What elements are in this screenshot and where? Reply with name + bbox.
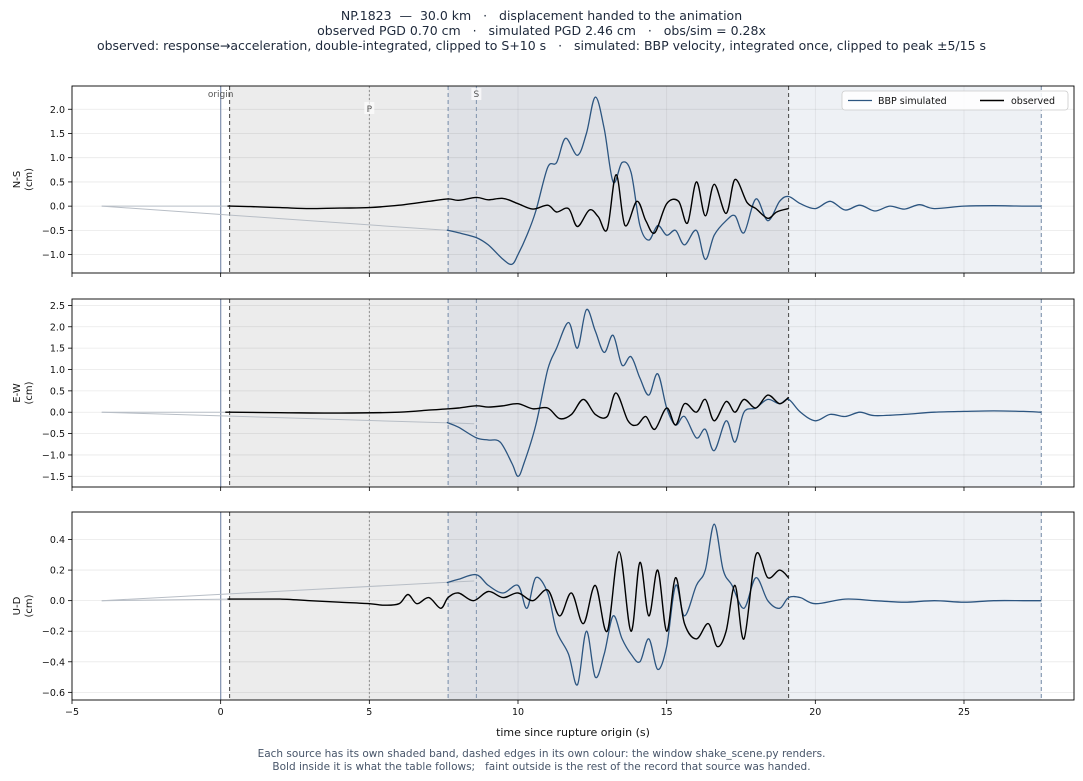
y-tick-label: 1.0 [50, 365, 65, 376]
p-marker-label-bg [364, 102, 375, 114]
y-tick-label: 0.0 [50, 202, 65, 213]
y-tick-label: 0.5 [50, 386, 65, 397]
y-tick-label: 2.0 [50, 105, 65, 116]
simulated-trace-faint [101, 580, 475, 602]
observed-trace [227, 550, 790, 648]
panel-2: −0.6 −0.4 −0.2 0.0 0.2 0.4 U-D(cm) −5 0 5 10 15 20 25… [12, 511, 1075, 739]
y-axis-label: E-W(cm) [12, 381, 35, 404]
x-tick-label: 20 [809, 707, 821, 718]
observed-trace [225, 392, 790, 431]
y-tick-label: −1.0 [42, 250, 65, 261]
y-axis-label-line: (cm) [24, 381, 35, 404]
observed-trace [227, 173, 789, 234]
y-tick-label: −1.5 [42, 472, 65, 483]
observed-window-band [229, 86, 449, 273]
y-tick-label: −0.5 [42, 429, 65, 440]
simulated-window-band [788, 512, 1042, 700]
x-tick-label: −5 [65, 707, 79, 718]
y-tick-label: −0.5 [42, 226, 65, 237]
y-axis-label-line: N-S [12, 171, 23, 188]
panel-1: −1.5 −1.0 −0.5 0.0 0.5 1.0 1.5 2.0 2.5 E-W(cm) [12, 298, 1075, 491]
y-tick-label: 1.0 [50, 153, 65, 164]
y-tick-label: 0.4 [50, 535, 65, 546]
origin-marker-label: origin [208, 90, 234, 100]
y-axis-label-line: U-D [12, 596, 23, 615]
y-tick-label: 0.2 [50, 566, 65, 577]
legend-label-observed: observed [1011, 96, 1055, 107]
y-tick-label: −0.4 [42, 657, 65, 668]
simulated-trace [446, 96, 1042, 266]
y-tick-label: 2.0 [50, 322, 65, 333]
y-tick-label: −0.6 [42, 688, 65, 699]
simulated-trace-faint [101, 205, 475, 233]
observed-window-band [229, 512, 449, 700]
observed-window-band [229, 299, 449, 487]
title-line-2: observed PGD 0.70 cm · simulated PGD 2.4… [317, 23, 766, 38]
panel-frame [71, 298, 1075, 488]
y-axis-label: N-S(cm) [12, 168, 35, 191]
overlap-window-band [448, 512, 789, 700]
y-tick-label: 0.0 [50, 596, 65, 607]
y-axis-label-line: (cm) [24, 168, 35, 191]
y-tick-label: −0.2 [42, 627, 65, 638]
y-tick-label: 0.0 [50, 408, 65, 419]
y-tick-label: 2.5 [50, 301, 65, 312]
x-tick-label: 25 [958, 707, 970, 718]
simulated-trace-faint [101, 411, 475, 425]
overlap-window-band [448, 299, 789, 487]
title-line-1: NP.1823 — 30.0 km · displacement handed … [340, 8, 743, 23]
x-tick-label: 10 [512, 707, 524, 718]
simulated-window-band [788, 299, 1042, 487]
x-tick-label: 15 [661, 707, 673, 718]
x-tick-label: 0 [218, 707, 224, 718]
panel-0: −1.0 −0.5 0.0 0.5 1.0 1.5 2.0 N-S(cm) origin P S BB… [12, 85, 1075, 277]
y-tick-label: −1.0 [42, 450, 65, 461]
title-line-3: observed: response→acceleration, double-… [96, 38, 987, 53]
simulated-trace [446, 523, 1042, 686]
footer-line-2: Bold inside it is what the table follows… [272, 761, 811, 773]
panel-frame [71, 511, 1075, 701]
x-axis-label: time since rupture origin (s) [496, 726, 650, 739]
legend-box [841, 90, 1069, 111]
y-axis-label-line: E-W [12, 383, 23, 403]
s-marker-label-bg [471, 88, 482, 100]
y-axis-label: U-D(cm) [12, 594, 35, 617]
y-axis-label-line: (cm) [24, 594, 35, 617]
footer-line-1: Each source has its own shaded band, das… [257, 748, 826, 760]
panel-frame [71, 85, 1075, 274]
y-tick-label: 1.5 [50, 344, 65, 355]
y-tick-label: 0.5 [50, 177, 65, 188]
simulated-trace [446, 308, 1042, 477]
s-marker-label: S [474, 90, 480, 100]
y-tick-label: 1.5 [50, 129, 65, 140]
legend-label-simulated: BBP simulated [878, 96, 947, 107]
p-marker-label: P [367, 105, 373, 115]
x-tick-label: 5 [366, 707, 372, 718]
simulated-window-band [788, 86, 1042, 273]
